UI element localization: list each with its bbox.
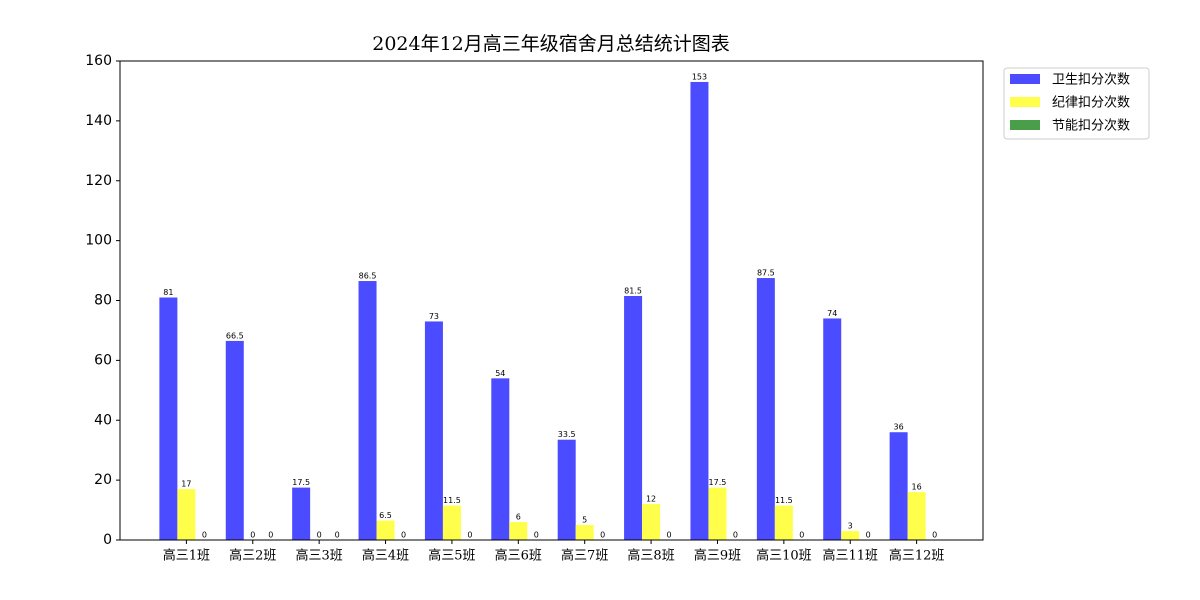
- legend-label: 卫生扣分次数: [1052, 72, 1130, 88]
- y-tick-label: 100: [85, 233, 112, 249]
- value-label: 54: [495, 369, 505, 378]
- y-tick-label: 120: [85, 173, 112, 189]
- value-label: 0: [799, 531, 804, 540]
- value-label: 0: [733, 531, 738, 540]
- bar: [708, 487, 727, 540]
- value-label: 0: [467, 531, 472, 540]
- value-label: 12: [646, 495, 656, 504]
- y-tick-label: 160: [85, 53, 112, 69]
- value-label: 36: [894, 423, 904, 432]
- chart-title: 2024年12月高三年级宿舍月总结统计图表: [372, 33, 730, 55]
- bar: [690, 81, 709, 541]
- value-label: 0: [932, 531, 937, 540]
- value-label: 3: [848, 522, 853, 531]
- value-label: 6.5: [379, 511, 392, 520]
- value-label: 0: [401, 531, 406, 540]
- bar: [358, 281, 377, 540]
- bar: [575, 525, 594, 540]
- bar: [823, 318, 842, 540]
- value-label: 73: [429, 312, 439, 321]
- value-label: 0: [268, 531, 273, 540]
- x-tick-label: 高三1班: [163, 548, 210, 564]
- value-label: 0: [335, 531, 340, 540]
- x-tick-label: 高三9班: [694, 548, 741, 564]
- bar: [557, 439, 576, 540]
- value-label: 11.5: [775, 496, 793, 505]
- x-tick-label: 高三6班: [495, 548, 542, 564]
- bar: [491, 378, 510, 540]
- bar: [159, 297, 178, 540]
- value-label: 6: [516, 513, 521, 522]
- x-tick-label: 高三11班: [822, 548, 878, 564]
- value-label: 74: [827, 309, 837, 318]
- value-label: 0: [534, 531, 539, 540]
- bar: [442, 505, 461, 540]
- bar: [642, 504, 661, 540]
- bar: [376, 520, 395, 540]
- legend-swatch: [1010, 120, 1040, 130]
- bar: [292, 487, 311, 540]
- value-label: 0: [866, 531, 871, 540]
- legend-label: 纪律扣分次数: [1052, 95, 1130, 111]
- value-label: 0: [600, 531, 605, 540]
- x-tick-label: 高三10班: [756, 548, 812, 564]
- legend-swatch: [1010, 74, 1040, 84]
- x-tick-label: 高三2班: [229, 548, 276, 564]
- bar: [841, 531, 860, 540]
- value-label: 153: [692, 72, 707, 81]
- value-label: 0: [250, 531, 255, 540]
- value-label: 66.5: [226, 331, 244, 340]
- value-label: 86.5: [359, 272, 377, 281]
- x-tick-label: 高三7班: [561, 548, 608, 564]
- y-tick-label: 60: [94, 352, 112, 368]
- bar: [424, 321, 443, 540]
- value-label: 17.5: [709, 478, 727, 487]
- value-label: 0: [667, 531, 672, 540]
- bar: [774, 505, 793, 540]
- bar: [177, 489, 196, 540]
- y-tick-label: 80: [94, 293, 112, 309]
- y-tick-label: 0: [103, 532, 112, 548]
- bar: [889, 432, 908, 540]
- bar: [624, 296, 643, 540]
- value-label: 16: [912, 483, 922, 492]
- legend-swatch: [1010, 97, 1040, 107]
- y-tick-label: 140: [85, 113, 112, 129]
- y-tick-label: 20: [94, 472, 112, 488]
- x-tick-label: 高三5班: [428, 548, 475, 564]
- value-label: 17: [181, 480, 191, 489]
- value-label: 11.5: [443, 496, 461, 505]
- value-label: 87.5: [757, 269, 775, 278]
- value-label: 17.5: [292, 478, 310, 487]
- bar: [225, 340, 244, 540]
- x-tick-label: 高三3班: [296, 548, 343, 564]
- legend-frame: [1003, 67, 1150, 140]
- legend-label: 节能扣分次数: [1052, 118, 1130, 134]
- value-label: 81: [163, 288, 173, 297]
- bar: [756, 278, 775, 540]
- plot-frame: [119, 60, 984, 541]
- bar: [907, 492, 926, 540]
- value-label: 33.5: [558, 430, 576, 439]
- value-label: 81.5: [624, 287, 642, 296]
- value-label: 0: [202, 531, 207, 540]
- bar: [509, 522, 528, 540]
- value-label: 0: [317, 531, 322, 540]
- x-tick-label: 高三12班: [889, 548, 945, 564]
- y-tick-label: 40: [94, 412, 112, 428]
- value-label: 5: [582, 516, 587, 525]
- x-tick-label: 高三8班: [627, 548, 674, 564]
- x-tick-label: 高三4班: [362, 548, 409, 564]
